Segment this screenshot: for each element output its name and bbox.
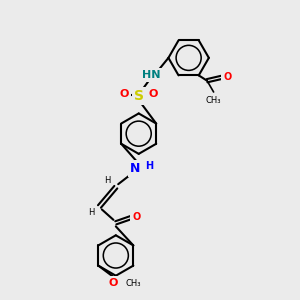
Text: S: S <box>134 89 144 103</box>
Text: N: N <box>130 162 140 175</box>
Text: O: O <box>120 89 129 99</box>
Text: O: O <box>108 278 118 288</box>
Text: CH₃: CH₃ <box>206 97 221 106</box>
Text: O: O <box>133 212 141 222</box>
Text: HN: HN <box>142 70 161 80</box>
Text: H: H <box>104 176 111 185</box>
Text: H: H <box>145 161 153 171</box>
Text: O: O <box>148 89 158 99</box>
Text: O: O <box>223 72 231 82</box>
Text: H: H <box>88 208 95 217</box>
Text: CH₃: CH₃ <box>125 279 141 288</box>
